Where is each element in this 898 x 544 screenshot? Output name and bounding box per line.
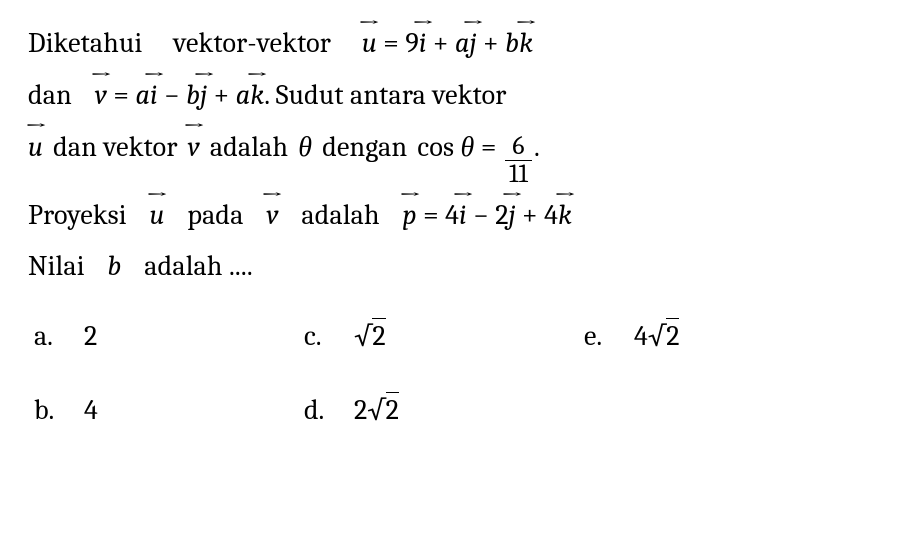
text: pada: [187, 199, 243, 231]
equals: =: [475, 122, 503, 174]
option-label: b.: [34, 385, 62, 437]
op: +: [522, 199, 544, 231]
option-label: c.: [304, 311, 332, 363]
option-a: a. 2: [34, 311, 304, 363]
vec-i: i: [150, 70, 158, 122]
var-b: b: [107, 250, 121, 282]
vec-i: i: [459, 190, 467, 242]
sentence2: . Sudut antara vektor: [264, 79, 506, 111]
vec-j: j: [470, 18, 477, 70]
question-block: Diketahui vektor-vektor u = 9i + aj + bk…: [28, 18, 870, 293]
line-4: Proyeksi u pada v adalah p = 4i − 2j + 4…: [28, 190, 870, 242]
equals: =: [423, 199, 445, 231]
text: adalah: [301, 199, 379, 231]
vec-v: v: [266, 190, 278, 242]
period: .: [534, 122, 540, 174]
op: −: [473, 199, 495, 231]
vec-p: p: [402, 190, 416, 242]
theta: θ: [461, 122, 475, 174]
op: +: [214, 79, 236, 111]
text: Proyeksi: [28, 199, 127, 231]
vec-u: u: [362, 18, 377, 70]
equals: =: [113, 79, 135, 111]
line-2: dan v = ai − bj + ak. Sudut antara vekto…: [28, 70, 870, 122]
word: Diketahui: [28, 27, 142, 59]
vec-i: i: [419, 18, 427, 70]
option-value: 4√2: [634, 311, 679, 363]
op: +: [483, 27, 505, 59]
line-5: Nilai b adalah ....: [28, 241, 870, 293]
vec-k: k: [558, 190, 572, 242]
option-label: a.: [34, 311, 62, 363]
options-grid: a. 2 c. √2 e. 4√2 b. 4 d. 2√2: [28, 311, 870, 437]
vec-k: k: [250, 70, 264, 122]
text: Nilai: [28, 250, 85, 282]
option-label: e.: [584, 311, 612, 363]
cos: cos: [417, 122, 454, 174]
text: dan vektor: [53, 122, 178, 174]
option-value: √2: [354, 311, 386, 363]
option-b: b. 4: [34, 385, 304, 437]
op: +: [433, 27, 455, 59]
theta: θ: [298, 122, 312, 174]
vec-v: v: [188, 122, 200, 174]
text: adalah: [210, 122, 288, 174]
option-value: 2: [84, 311, 97, 363]
equals: =: [383, 27, 405, 59]
option-value: 2√2: [354, 385, 399, 437]
vec-k: k: [519, 18, 533, 70]
text: adalah ....: [144, 250, 253, 282]
option-value: 4: [84, 385, 98, 437]
option-c: c. √2: [304, 311, 584, 363]
option-d: d. 2√2: [304, 385, 584, 437]
option-e: e. 4√2: [584, 311, 870, 363]
vec-j: j: [509, 190, 516, 242]
text: dengan: [322, 122, 407, 174]
vec-v: v: [95, 70, 107, 122]
numerator: 6: [505, 133, 532, 160]
option-label: d.: [304, 385, 332, 437]
vec-u: u: [28, 122, 43, 174]
vec-u: u: [149, 190, 164, 242]
